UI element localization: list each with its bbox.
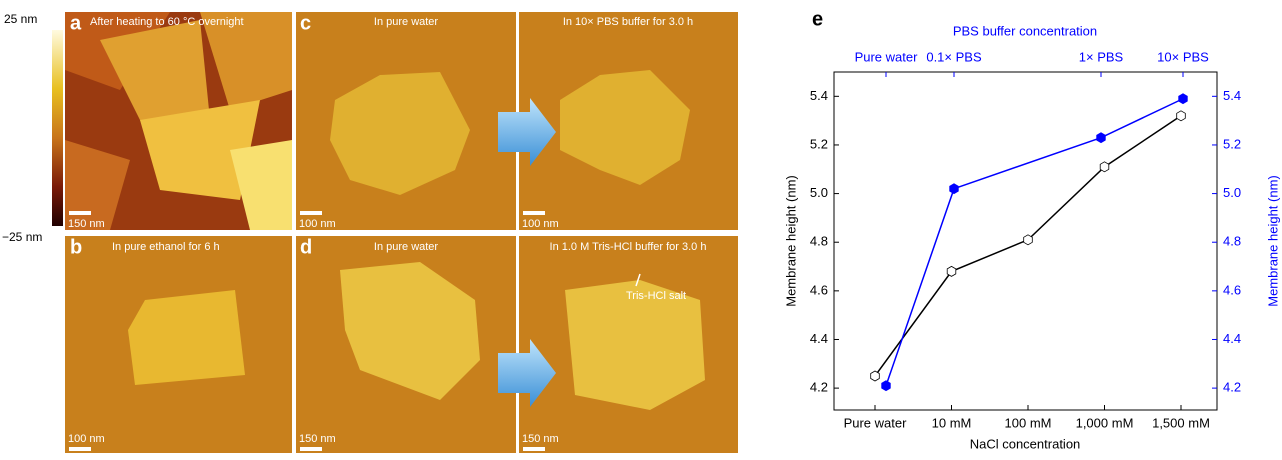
- y-tick-label: 5.0: [810, 185, 828, 200]
- x2-tick-label: 10× PBS: [1157, 49, 1209, 64]
- scale-label: 100 nm: [68, 433, 105, 445]
- y-tick-label: 5.4: [810, 88, 828, 103]
- panel-letter: a: [70, 12, 82, 34]
- x-axis-label: NaCl concentration: [970, 436, 1081, 451]
- x-tick-label: 1,500 mM: [1152, 415, 1210, 430]
- y2-tick-label: 4.8: [1223, 234, 1241, 249]
- y2-tick-label: 5.4: [1223, 88, 1241, 103]
- panel-letter: d: [300, 236, 312, 258]
- colorbar-min: −25 nm: [2, 230, 42, 244]
- x2-axis-label: PBS buffer concentration: [953, 23, 1097, 38]
- data-point: [1177, 111, 1186, 121]
- y-tick-label: 4.2: [810, 380, 828, 395]
- y2-tick-label: 4.6: [1223, 282, 1241, 297]
- panel-b: b In pure ethanol for 6 h 100 nm: [65, 236, 292, 453]
- data-point: [1097, 133, 1106, 143]
- panel-a: a After heating to 60 °C overnight 150 n…: [65, 12, 292, 230]
- colorbar: [52, 30, 63, 226]
- data-point: [882, 381, 891, 391]
- x-tick-label: 1,000 mM: [1076, 415, 1134, 430]
- y-tick-label: 5.2: [810, 136, 828, 151]
- x-tick-label: 100 mM: [1005, 415, 1052, 430]
- x2-tick-label: Pure water: [855, 49, 919, 64]
- y2-tick-label: 4.4: [1223, 331, 1241, 346]
- data-point: [950, 184, 959, 194]
- x-tick-label: 10 mM: [932, 415, 972, 430]
- y2-tick-label: 5.0: [1223, 185, 1241, 200]
- y-tick-label: 4.4: [810, 331, 828, 346]
- panel-caption: In 10× PBS buffer for 3.0 h: [563, 16, 693, 28]
- series-line: [886, 99, 1183, 386]
- panel-c: c In pure water In 10× PBS buffer for 3.…: [296, 12, 738, 230]
- annotation: Tris-HCl salt: [626, 290, 686, 302]
- y2-tick-label: 4.2: [1223, 380, 1241, 395]
- y2-tick-label: 5.2: [1223, 136, 1241, 151]
- y-tick-label: 4.8: [810, 234, 828, 249]
- colorbar-max: 25 nm: [4, 12, 37, 26]
- panel-letter: c: [300, 12, 311, 34]
- panel-caption: In 1.0 M Tris-HCl buffer for 3.0 h: [550, 241, 707, 253]
- x2-tick-label: 1× PBS: [1079, 49, 1124, 64]
- data-point: [871, 371, 880, 381]
- panel-letter: b: [70, 236, 82, 258]
- figure: 25 nm −25 nm a After heating to 60 °C ov…: [0, 0, 1282, 455]
- page: {"colorbar": {"max_label": "25 nm", "min…: [0, 0, 1282, 460]
- scale-label: 100 nm: [522, 218, 559, 230]
- panel-caption: In pure water: [374, 241, 439, 253]
- scale-label: 150 nm: [299, 433, 336, 445]
- panel-d: d In pure water In 1.0 M Tris-HCl buffer…: [296, 236, 738, 453]
- data-point: [1179, 94, 1188, 104]
- y2-axis-label: Membrane height (nm): [1265, 175, 1280, 307]
- panel-letter: e: [812, 8, 823, 30]
- data-point: [947, 266, 956, 276]
- series-line: [875, 116, 1181, 376]
- x-tick-label: Pure water: [844, 415, 908, 430]
- data-point: [1100, 162, 1109, 172]
- scale-label: 150 nm: [68, 218, 105, 230]
- scale-label: 150 nm: [522, 433, 559, 445]
- panel-caption: In pure water: [374, 16, 439, 28]
- panel-caption: In pure ethanol for 6 h: [112, 241, 220, 253]
- scale-label: 100 nm: [299, 218, 336, 230]
- y-axis-label: Membrane height (nm): [783, 175, 798, 307]
- x2-tick-label: 0.1× PBS: [926, 49, 982, 64]
- panel-caption: After heating to 60 °C overnight: [90, 16, 244, 28]
- y-tick-label: 4.6: [810, 282, 828, 297]
- data-point: [1024, 235, 1033, 245]
